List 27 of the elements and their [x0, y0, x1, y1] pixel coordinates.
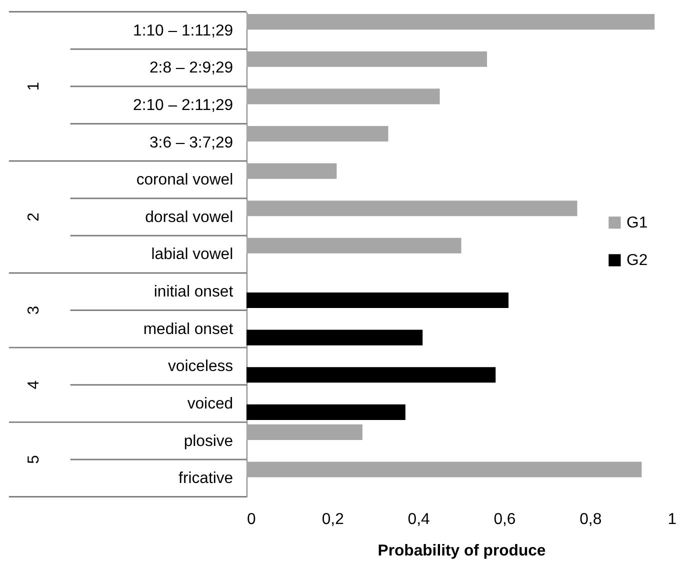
y-tick-label: fricative [178, 470, 234, 488]
y-tick-label: labial vowel [151, 246, 234, 264]
legend-label: G2 [626, 252, 648, 270]
y-tick-label: plosive [184, 432, 234, 450]
x-tick-label: 0 [246, 511, 256, 528]
text: 1 [26, 82, 43, 91]
x-axis-title: Probability of produce [378, 542, 546, 560]
y-tick-label: dorsal vowel [145, 208, 234, 226]
text: 3 [26, 306, 43, 315]
y-tick-label: voiced [187, 395, 234, 412]
y-tick-label: voiceless [168, 358, 234, 376]
x-tick-label: 1 [668, 511, 677, 528]
y-tick-label: 1:10 – 1:11;29 [133, 22, 234, 40]
y-tick-label: medial onset [143, 320, 234, 338]
x-tick-label: 0,4 [408, 511, 430, 528]
x-tick-label: 0,8 [580, 511, 602, 528]
y-tick-label: 2:10 – 2:11;29 [133, 97, 234, 114]
text: 4 [26, 380, 43, 390]
y-tick-label: initial onset [154, 284, 234, 301]
y-tick-label: 3:6 – 3:7;29 [149, 134, 234, 152]
x-tick-label: 0,2 [322, 511, 344, 528]
legend-label: G1 [626, 214, 648, 232]
y-tick-label: 2:8 – 2:9;29 [149, 60, 234, 77]
text: 2 [26, 212, 43, 222]
y-tick-label: coronal vowel [136, 172, 234, 189]
text: 5 [26, 454, 43, 464]
x-tick-label: 0,6 [494, 511, 516, 528]
